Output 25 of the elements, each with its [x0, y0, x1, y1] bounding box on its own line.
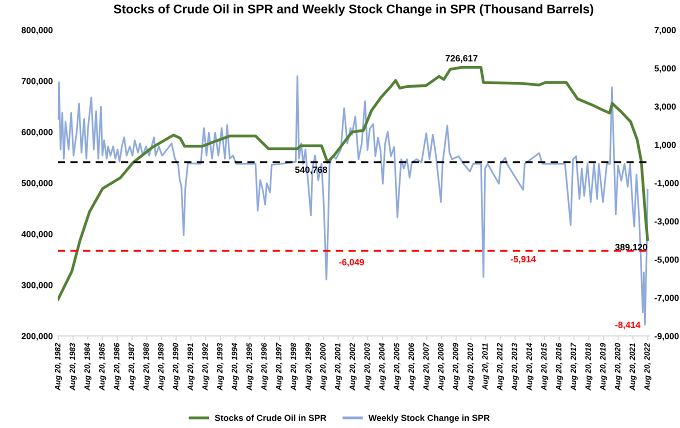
y-tick-label: 500,000 — [22, 180, 53, 188]
y2-tick-label: 1,000 — [654, 142, 676, 150]
y-tick-label: 400,000 — [21, 231, 53, 238]
y-tick-label: 800,000 — [22, 27, 53, 34]
y2-tick-label: -5,000 — [654, 256, 679, 264]
y2-tick-label: 3,000 — [654, 104, 676, 111]
y-tick-label: 200,000 — [22, 333, 53, 341]
chart-title: Stocks of Crude Oil in SPR and Weekly Stock Change in SPR (Thousand Barrels) — [114, 4, 594, 16]
annotation: 540,768 — [295, 166, 328, 174]
annotation: -6,049 — [339, 258, 364, 267]
annotation: -5,914 — [510, 256, 536, 264]
legend-label: Stocks of Crude Oil in SPR — [214, 414, 326, 421]
y2-tick-label: -1,000 — [654, 180, 679, 188]
y-tick-label: 700,000 — [22, 78, 53, 86]
annotation: -8,414 — [615, 322, 640, 330]
y2-tick-label: 7,000 — [654, 27, 676, 34]
annotation: 726,617 — [446, 55, 478, 63]
y2-tick-label: 5,000 — [654, 65, 676, 73]
y2-tick-label: -7,000 — [654, 294, 679, 302]
y-tick-label: 600,000 — [22, 129, 53, 136]
annotation: 389,120 — [615, 244, 648, 252]
y-tick-label: 300,000 — [22, 282, 53, 290]
legend-label: Weekly Stock Change in SPR — [368, 414, 490, 423]
y2-tick-label: -3,000 — [654, 218, 679, 226]
y2-tick-label: -9,000 — [654, 333, 679, 341]
